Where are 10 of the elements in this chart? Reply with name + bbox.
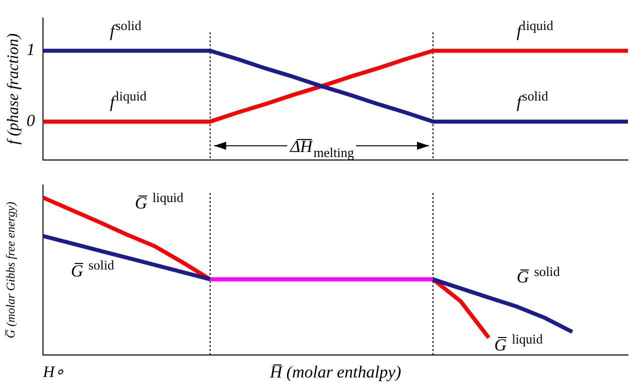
- text: G̅ liquid: [134, 190, 184, 213]
- y-tick-label: 0: [26, 111, 36, 130]
- y-tick-label: 1: [26, 40, 35, 60]
- y-axis-title: G̅ (molar Gibbs free energy): [3, 202, 18, 338]
- x-axis-title: H̅ (molar enthalpy): [268, 362, 402, 382]
- text: H∘: [42, 364, 65, 381]
- text: G̅ solid: [516, 264, 560, 287]
- series-label: G̅ liquid: [494, 331, 544, 354]
- series-label: G̅ solid: [70, 257, 115, 280]
- y-axis-title: f (phase fraction): [4, 33, 22, 145]
